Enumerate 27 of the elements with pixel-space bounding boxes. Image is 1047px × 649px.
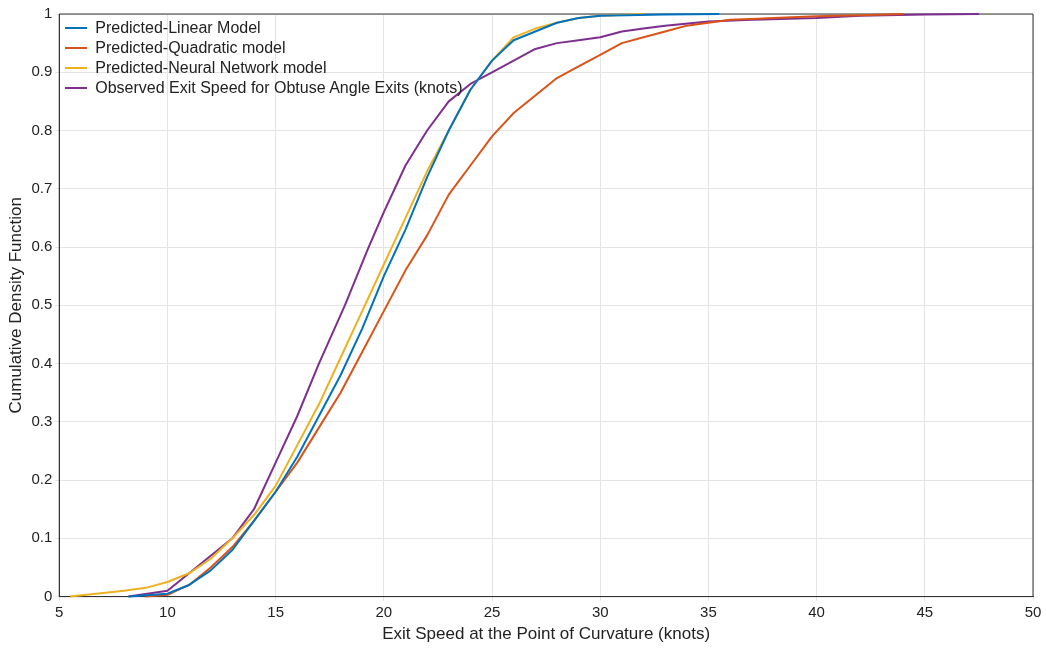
y-tick-label: 0.1 (31, 528, 53, 546)
x-tick-label: 45 (916, 602, 934, 620)
x-tick-label: 30 (591, 602, 609, 620)
legend-label: Predicted-Neural Network model (95, 59, 327, 77)
y-tick-label: 0.8 (31, 120, 53, 138)
y-tick-label: 0.6 (31, 237, 53, 255)
y-tick-label: 0 (43, 586, 53, 604)
y-tick-label: 0.4 (31, 353, 53, 371)
x-tick-label: 40 (808, 602, 825, 620)
y-axis-title: Cumulative Density Function (5, 197, 25, 414)
y-tick-label: 0.5 (31, 295, 53, 313)
x-tick-label: 5 (55, 602, 64, 620)
y-tick-label: 0.3 (31, 411, 53, 429)
legend-label: Predicted-Linear Model (95, 19, 261, 37)
x-tick-label: 35 (700, 602, 717, 620)
x-tick-label: 10 (159, 602, 176, 620)
legend-label: Observed Exit Speed for Obtuse Angle Exits (knots) (95, 79, 463, 97)
y-tick-label: 1 (43, 4, 53, 22)
x-tick-label: 25 (483, 602, 501, 620)
y-tick-label: 0.9 (31, 62, 53, 80)
y-tick-label: 0.7 (31, 178, 53, 196)
x-tick-label: 15 (267, 602, 284, 620)
legend-label: Predicted-Quadratic model (95, 39, 286, 57)
x-tick-label: 20 (375, 602, 393, 620)
x-tick-label: 50 (1024, 602, 1042, 620)
x-axis-title: Exit Speed at the Point of Curvature (knots) (382, 624, 711, 644)
y-tick-label: 0.2 (31, 470, 53, 488)
